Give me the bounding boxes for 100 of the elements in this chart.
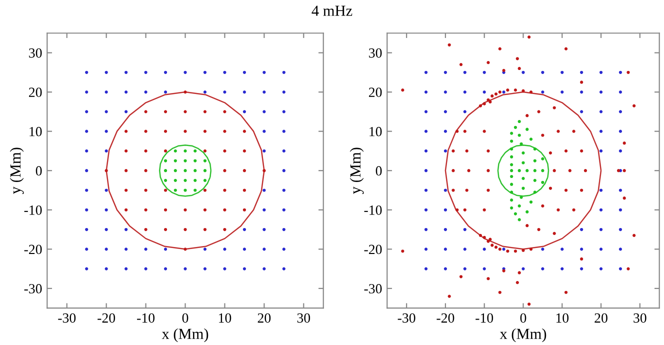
- point: [510, 163, 514, 166]
- point: [203, 149, 207, 153]
- point: [164, 188, 168, 192]
- point: [203, 169, 207, 172]
- y-tick-label: 0: [36, 166, 42, 176]
- x-tick-label: -30: [398, 313, 416, 323]
- point: [164, 159, 168, 162]
- point: [164, 178, 168, 182]
- y-tick-label: -30: [364, 284, 382, 294]
- point: [541, 169, 544, 172]
- y-tick-label: 20: [368, 88, 382, 97]
- point: [242, 208, 246, 212]
- y-tick-label: -30: [24, 284, 42, 294]
- point: [174, 188, 177, 192]
- point: [514, 212, 518, 216]
- point: [174, 169, 177, 172]
- point: [164, 110, 168, 114]
- x-tick-label: 0: [520, 313, 526, 323]
- point: [223, 228, 226, 232]
- x-tick-label: 10: [556, 313, 569, 323]
- point: [223, 169, 226, 172]
- point: [124, 188, 128, 192]
- y-tick-label: 10: [370, 126, 382, 136]
- point: [164, 228, 168, 232]
- point: [533, 159, 536, 162]
- point: [520, 142, 523, 146]
- point: [520, 196, 523, 199]
- point: [223, 110, 226, 114]
- point: [203, 159, 207, 162]
- point: [533, 147, 536, 151]
- point: [510, 190, 514, 194]
- y-tick-label: -20: [364, 244, 382, 254]
- point: [541, 157, 544, 160]
- point: [510, 147, 514, 151]
- point: [203, 178, 207, 182]
- x-tick-label: 10: [218, 313, 232, 323]
- point: [529, 138, 533, 141]
- point: [223, 188, 226, 192]
- point: [522, 186, 525, 190]
- point: [144, 149, 148, 153]
- y-tick-label: 20: [29, 88, 42, 97]
- point: [203, 188, 207, 192]
- point: [144, 110, 148, 114]
- point: [184, 208, 187, 212]
- point: [533, 169, 536, 172]
- point: [144, 169, 148, 172]
- y-tick-label: -20: [24, 244, 42, 254]
- y-tick-label: -10: [364, 205, 382, 215]
- point: [144, 188, 148, 192]
- point: [262, 169, 266, 172]
- x-tick-label: -10: [137, 313, 155, 323]
- x-tick-label: 30: [297, 313, 310, 323]
- point: [514, 126, 518, 129]
- y-tick-label: 0: [376, 166, 382, 176]
- point: [164, 208, 168, 212]
- point: [518, 134, 521, 137]
- point: [144, 228, 148, 232]
- y-tick-label: 30: [29, 48, 42, 58]
- y-axis-title: y (Mm): [350, 148, 364, 194]
- chart-title: 4 mHz: [312, 6, 352, 16]
- point: [164, 130, 168, 133]
- point: [124, 169, 128, 172]
- x-tick-label: -10: [476, 313, 494, 323]
- point: [510, 169, 514, 172]
- x-axis-title: x (Mm): [500, 328, 546, 342]
- point: [510, 132, 514, 135]
- point: [522, 151, 525, 154]
- y-tick-label: -10: [24, 205, 42, 215]
- point: [223, 130, 226, 133]
- point: [184, 159, 187, 162]
- x-tick-label: 30: [634, 313, 646, 323]
- point: [194, 178, 197, 182]
- point: [184, 178, 187, 182]
- point: [541, 180, 544, 184]
- point: [242, 188, 246, 192]
- point: [510, 182, 514, 186]
- point: [518, 169, 521, 172]
- point: [203, 228, 207, 232]
- y-axis-title: y (Mm): [10, 148, 24, 194]
- point: [184, 90, 187, 94]
- point: [174, 178, 177, 182]
- point: [194, 188, 197, 192]
- point: [104, 169, 108, 172]
- point: [242, 130, 246, 133]
- point: [529, 200, 533, 204]
- point: [203, 208, 207, 212]
- point: [174, 159, 177, 162]
- x-tick-label: -20: [436, 313, 454, 323]
- x-tick-label: 0: [182, 313, 188, 323]
- point: [510, 174, 514, 178]
- point: [194, 159, 197, 162]
- point: [194, 169, 197, 172]
- point: [174, 149, 177, 153]
- point: [526, 210, 529, 214]
- point: [124, 149, 128, 153]
- x-tick-label: 20: [258, 313, 271, 323]
- x-tick-label: -20: [98, 313, 116, 323]
- point: [203, 110, 207, 114]
- point: [184, 248, 187, 251]
- point: [533, 178, 536, 182]
